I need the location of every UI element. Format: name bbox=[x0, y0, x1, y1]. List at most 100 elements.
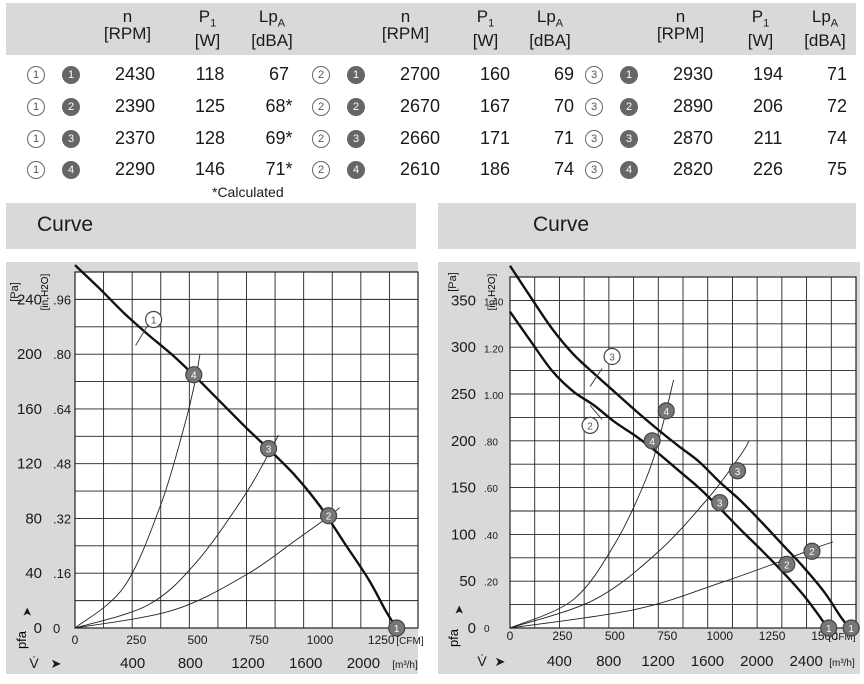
header-main: P1 bbox=[198, 7, 217, 30]
x-tick-m3h: 2000 bbox=[347, 655, 380, 672]
x-tick-m3h: 400 bbox=[547, 653, 572, 670]
curve-circle-icon: 4 bbox=[62, 161, 80, 179]
x-tick-cfm: 1250 bbox=[759, 629, 786, 643]
speed-circle-icon: 2 bbox=[312, 130, 330, 148]
table-cell-lp: 75 bbox=[826, 159, 848, 179]
table-cell-lp: 71 bbox=[553, 128, 575, 148]
table-cell-n: 2390 bbox=[114, 96, 156, 116]
x-tick-cfm: 250 bbox=[552, 629, 572, 643]
table-cell-lp: 70 bbox=[553, 96, 575, 116]
x-tick-m3h: 1200 bbox=[231, 655, 264, 672]
y-tick-inh2o: 1.00 bbox=[484, 391, 504, 402]
table-cell-lp: 74 bbox=[826, 128, 848, 148]
header-unit: [RPM] bbox=[103, 24, 152, 43]
y-tick-inh2o: .64 bbox=[53, 402, 71, 417]
table-cell-p: 118 bbox=[195, 64, 225, 84]
svg-text:2: 2 bbox=[587, 421, 593, 432]
x-tick-m3h: 1200 bbox=[641, 653, 674, 670]
y-tick-inh2o: .32 bbox=[53, 511, 71, 526]
table-cell-n: 2430 bbox=[114, 64, 156, 84]
right-curve-title: Curve bbox=[533, 213, 590, 236]
speed-circle-icon: 1 bbox=[27, 161, 45, 179]
y-tick-pa: 100 bbox=[451, 526, 476, 543]
table-cell-p: 160 bbox=[479, 64, 511, 84]
curve-circle-icon: 2 bbox=[62, 98, 80, 116]
table-cell-n: 2660 bbox=[399, 128, 441, 148]
y-tick-inh2o: 0 bbox=[484, 624, 490, 635]
header-unit: [RPM] bbox=[381, 24, 430, 43]
x-tick-m3h: 800 bbox=[596, 653, 621, 670]
header-col-3-2: P1 [W] bbox=[738, 8, 783, 49]
svg-text:2: 2 bbox=[809, 547, 815, 558]
marker-1: 1 bbox=[820, 619, 838, 637]
left-curve-title: Curve bbox=[37, 213, 94, 236]
x-tick-m3h: 1600 bbox=[691, 653, 724, 670]
speed-circle-icon: 3 bbox=[585, 66, 603, 84]
svg-text:2: 2 bbox=[326, 512, 332, 523]
y-axis-symbol: pfa bbox=[446, 628, 461, 647]
header-col-3-3: LpA [dBA] bbox=[799, 8, 851, 49]
x-tick-m3h: 2000 bbox=[740, 653, 773, 670]
curve-circle-icon: 3 bbox=[347, 130, 365, 148]
table-cell-lp: 74 bbox=[553, 159, 575, 179]
callout-line bbox=[135, 325, 149, 346]
speed-circle-icon: 3 bbox=[585, 161, 603, 179]
y-tick-pa: 0 bbox=[468, 620, 476, 637]
header-unit: [RPM] bbox=[656, 24, 705, 43]
y-tick-inh2o: .60 bbox=[484, 484, 498, 495]
table-cell-p: 146 bbox=[194, 159, 226, 179]
svg-text:3: 3 bbox=[266, 445, 272, 456]
header-col-2-3: LpA [dBA] bbox=[524, 8, 576, 49]
curve-circle-icon: 1 bbox=[620, 66, 638, 84]
y-label-pa: [Pa] bbox=[447, 272, 459, 292]
marker-3: 3 bbox=[259, 440, 278, 458]
table-cell-lp: 72 bbox=[826, 96, 848, 116]
y-tick-inh2o: .48 bbox=[53, 457, 71, 472]
x-tick-m3h: 2400 bbox=[790, 653, 823, 670]
x-tick-cfm: 0 bbox=[72, 633, 79, 647]
y-label-inh2o: [in,H2O] bbox=[487, 273, 498, 310]
table-cell-p: 211 bbox=[753, 128, 783, 148]
y-tick-inh2o: .80 bbox=[53, 347, 71, 362]
x-axis-symbol: V̇ bbox=[29, 655, 39, 671]
y-tick-pa: 300 bbox=[451, 339, 476, 356]
x-tick-cfm: 250 bbox=[126, 633, 146, 647]
y-tick-pa: 200 bbox=[17, 346, 42, 363]
y-tick-pa: 350 bbox=[451, 292, 476, 309]
table-cell-n: 2290 bbox=[114, 159, 156, 179]
y-tick-pa: 150 bbox=[451, 480, 476, 497]
marker-4: 4 bbox=[643, 432, 661, 450]
fan-curve-3 bbox=[508, 265, 851, 629]
x-tick-m3h: 400 bbox=[120, 655, 145, 672]
table-cell-n: 2670 bbox=[399, 96, 441, 116]
table-cell-n: 2930 bbox=[672, 64, 714, 84]
marker-2: 2 bbox=[778, 555, 796, 573]
y-label-inh2o: [in,H2O] bbox=[40, 273, 51, 310]
y-tick-inh2o: .40 bbox=[484, 531, 498, 542]
table-cell-p: 206 bbox=[752, 96, 784, 116]
svg-text:4: 4 bbox=[191, 371, 197, 382]
table-cell-lp: 68* bbox=[265, 96, 293, 116]
table-cell-p: 186 bbox=[479, 159, 511, 179]
x-tick-cfm: 500 bbox=[605, 629, 625, 643]
header-unit: [W] bbox=[194, 31, 221, 51]
header-unit: [dBA] bbox=[251, 31, 293, 51]
fan-curve-2 bbox=[509, 310, 828, 629]
callout-line bbox=[589, 368, 603, 387]
header-main: LpA bbox=[258, 7, 286, 30]
x-tick-m3h: 800 bbox=[178, 655, 203, 672]
callout-line bbox=[589, 405, 603, 420]
svg-text:1: 1 bbox=[848, 624, 854, 635]
y-tick-inh2o: .20 bbox=[484, 577, 498, 588]
x-unit-cfm: [CFM] bbox=[828, 632, 855, 643]
header-unit: [W] bbox=[747, 31, 774, 51]
curve-circle-icon: 2 bbox=[620, 98, 638, 116]
y-tick-pa: 160 bbox=[17, 401, 42, 418]
table-cell-n: 2700 bbox=[399, 64, 441, 84]
table-cell-p: 167 bbox=[479, 96, 511, 116]
table-cell-n: 2870 bbox=[672, 128, 714, 148]
marker-3: 3 bbox=[728, 462, 747, 480]
svg-text:3: 3 bbox=[735, 467, 741, 478]
y-tick-pa: 200 bbox=[451, 433, 476, 450]
